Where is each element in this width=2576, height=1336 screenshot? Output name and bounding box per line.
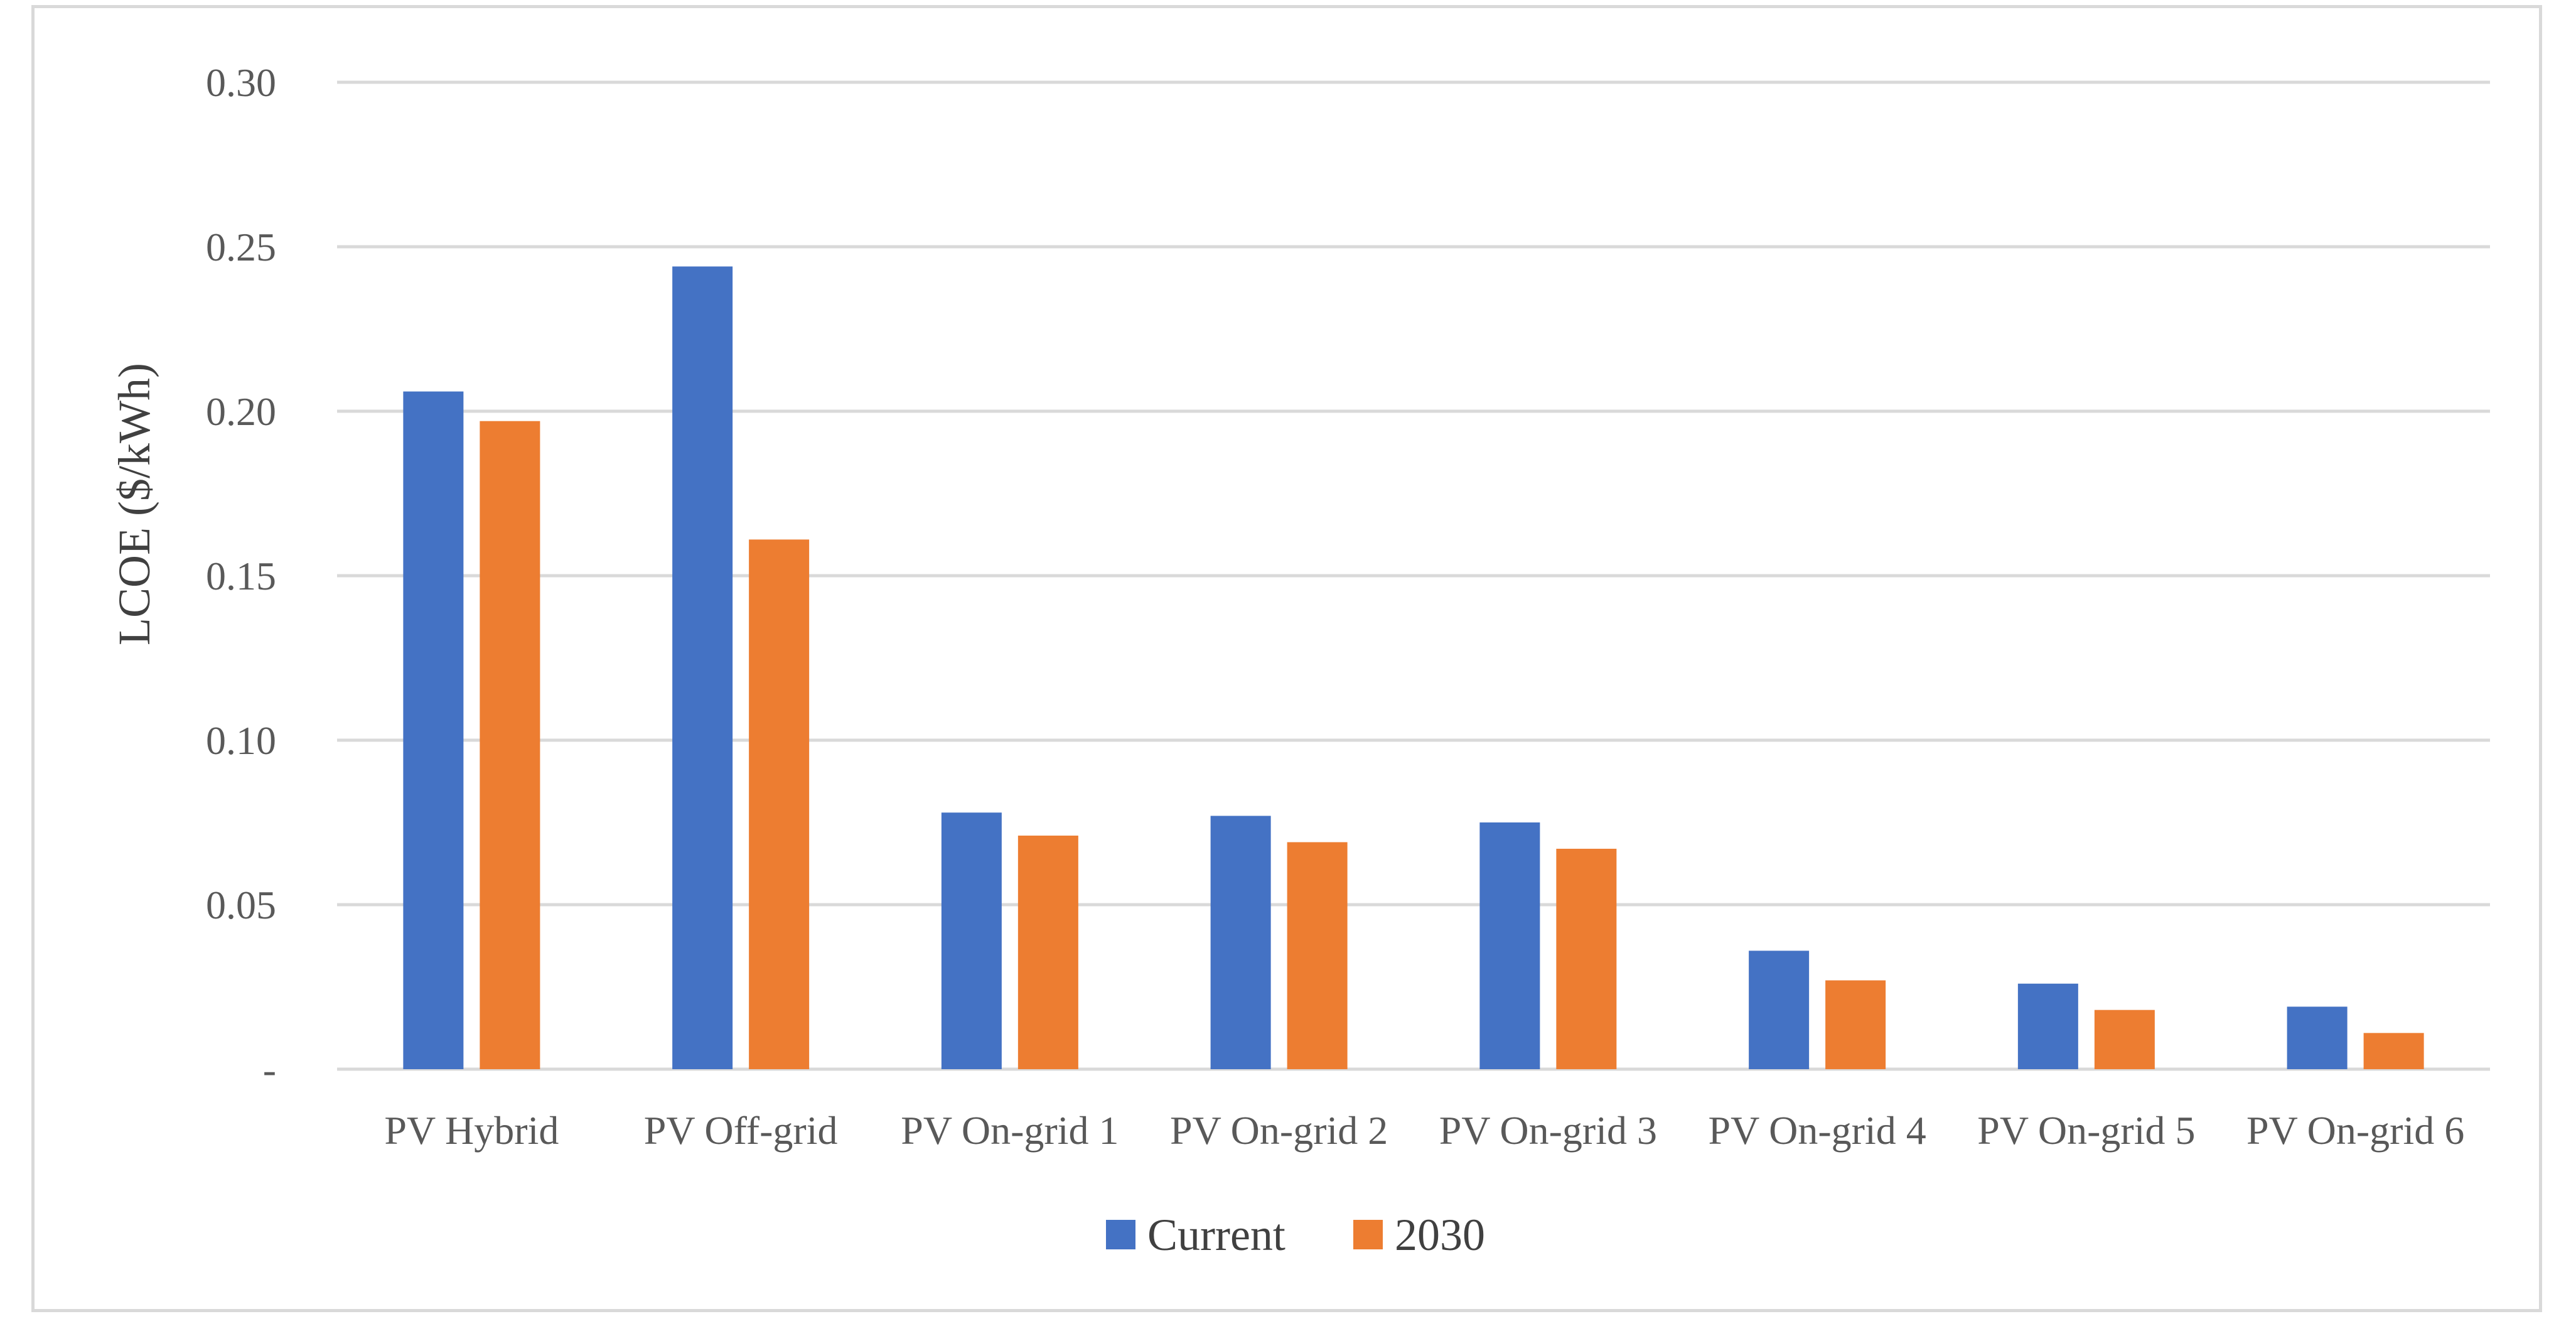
x-category-label: PV On-grid 3 <box>1439 1108 1657 1153</box>
bar-2030 <box>480 421 540 1069</box>
x-category-label: PV On-grid 1 <box>901 1108 1119 1153</box>
y-tick-label: 0.05 <box>206 883 276 927</box>
bar-current <box>403 391 464 1069</box>
y-tick-label: - <box>263 1047 276 1092</box>
y-tick-label: 0.30 <box>206 60 276 105</box>
x-category-label: PV On-grid 2 <box>1170 1108 1388 1153</box>
bar-2030 <box>749 539 810 1069</box>
bar-2030 <box>2363 1033 2424 1069</box>
legend-label: Current <box>1147 1210 1285 1260</box>
x-category-label: PV On-grid 6 <box>2246 1108 2464 1153</box>
x-axis-categories: PV Hybrid PV Off-grid PV On-grid 1 PV On-gr… <box>384 1108 2464 1153</box>
bar-2030 <box>1287 842 1348 1069</box>
y-tick-label: 0.20 <box>206 389 276 434</box>
y-axis-title: LCOE ($/kWh) <box>109 363 159 645</box>
x-category-label: PV Off-grid <box>644 1108 838 1153</box>
legend: Current 2030 <box>1106 1210 1485 1260</box>
bar-current <box>2287 1006 2348 1069</box>
y-tick-label: 0.15 <box>206 554 276 598</box>
x-category-label: PV Hybrid <box>384 1108 559 1153</box>
legend-label: 2030 <box>1395 1210 1485 1260</box>
bar-current <box>1749 951 1810 1069</box>
bar-current <box>1479 822 1540 1069</box>
x-category-label: PV On-grid 5 <box>1977 1108 2195 1153</box>
bar-current <box>1210 816 1271 1069</box>
y-axis-ticks: - 0.05 0.10 0.15 0.20 0.25 0.30 <box>206 60 276 1092</box>
bar-2030 <box>1556 848 1617 1069</box>
bar-2030 <box>2094 1010 2155 1069</box>
bar-current <box>941 812 1002 1069</box>
bar-2030 <box>1017 835 1078 1069</box>
y-tick-label: 0.25 <box>206 225 276 269</box>
legend-swatch <box>1106 1220 1135 1249</box>
y-tick-label: 0.10 <box>206 718 276 763</box>
legend-swatch <box>1353 1220 1383 1249</box>
bar-current <box>2017 983 2078 1069</box>
bars <box>403 266 2424 1070</box>
x-category-label: PV On-grid 4 <box>1708 1108 1926 1153</box>
gridlines <box>337 80 2490 1071</box>
bar-current <box>672 266 733 1070</box>
bar-2030 <box>1825 980 1886 1069</box>
